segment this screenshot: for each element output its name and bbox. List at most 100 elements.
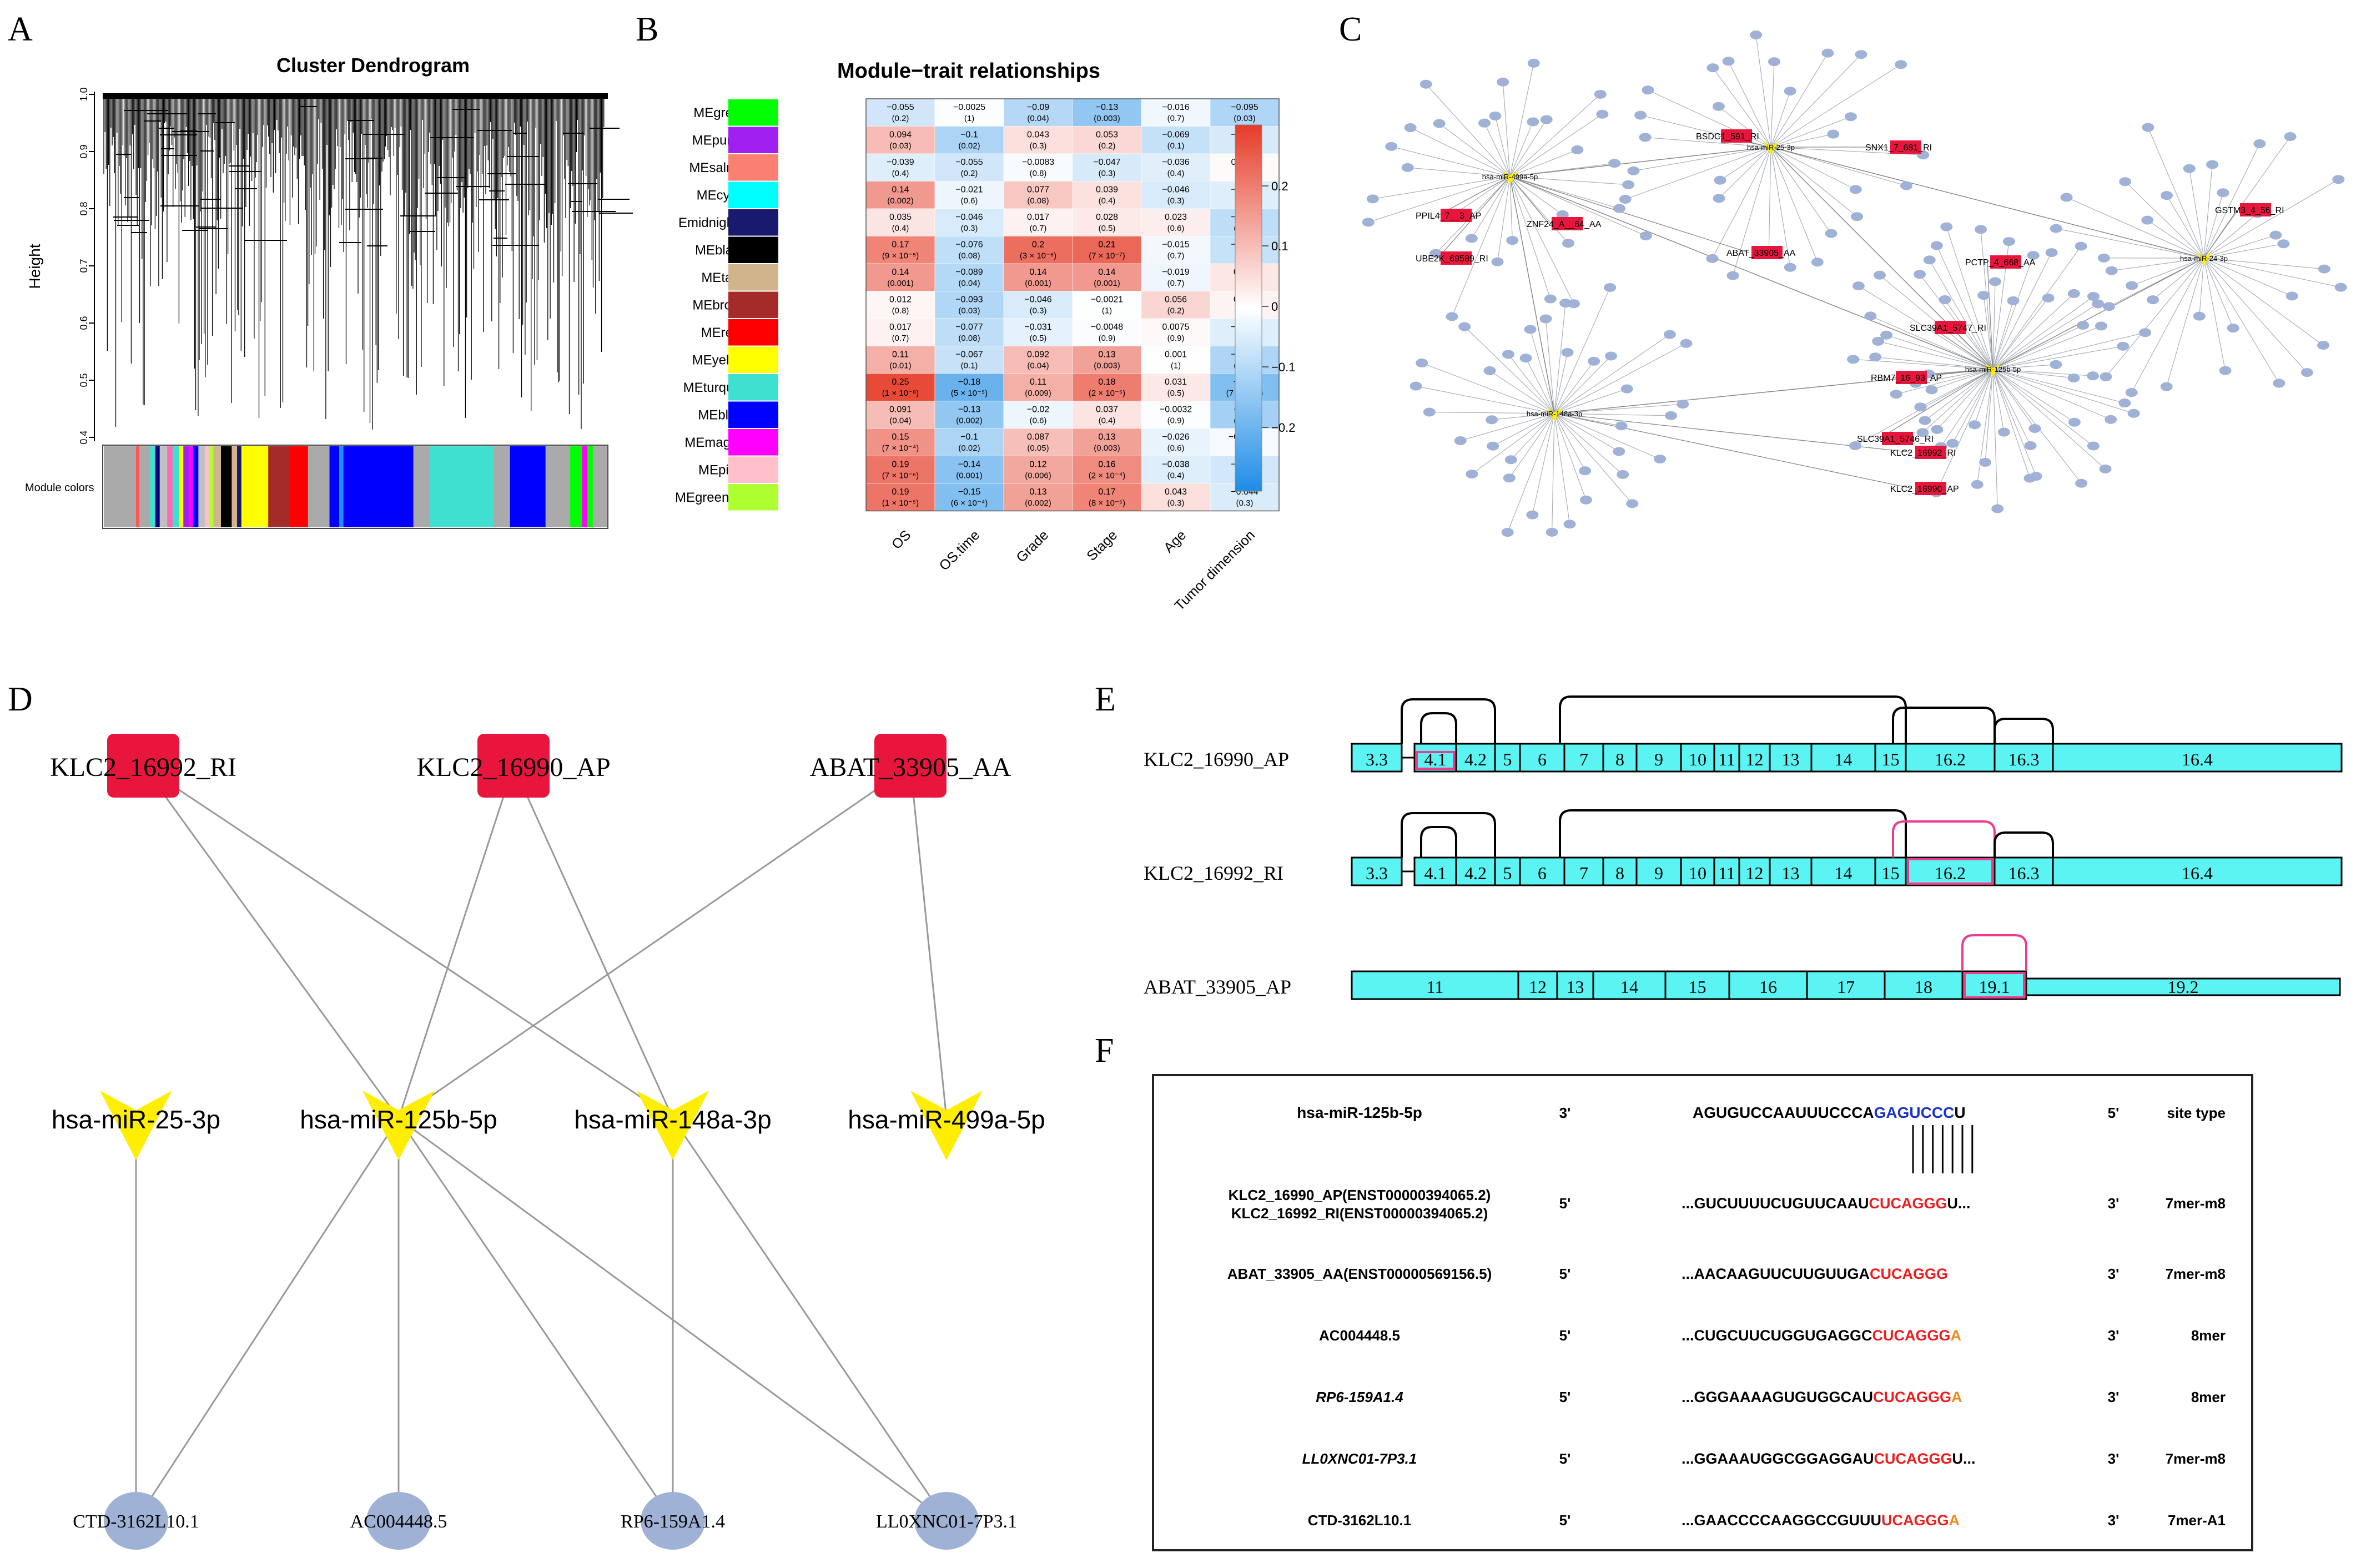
lncrna-node [1706,254,1719,263]
cell-correlation: 0.14 [1029,268,1046,277]
cell-correlation: 0.037 [1096,405,1118,415]
network-edge [1368,176,1511,223]
heatmap-cell [1141,401,1211,429]
legend-tick-label: 0.1 [1271,239,1288,253]
lncrna-node [2317,341,2329,350]
network-edge [2203,258,2324,346]
exon-box [1905,743,1996,773]
gene-node [1915,446,1946,459]
lncrna-node [1429,249,1442,258]
module-color-band [155,446,160,527]
cell-pvalue: (0.4) [1099,416,1116,426]
network-edge [1439,123,1511,177]
cell-pvalue: (0.02) [958,142,980,151]
network-edge [2131,258,2204,393]
module-color-band [582,446,588,527]
network-edge [1509,413,1555,478]
lncrna-node [1714,175,1726,185]
base-pair-lines [1912,1125,1974,1173]
module-swatch [728,346,778,373]
lncrna-node [1869,352,1882,362]
cell-correlation: −0.02 [1027,405,1050,415]
cell-pvalue: (0.4) [1167,169,1185,178]
network-edge [1992,369,2111,420]
cell-pvalue: (0.7) [892,334,909,343]
lncrna-node [2139,328,2152,337]
network-edge [1625,147,1771,200]
exon-box [1351,970,1519,1000]
lncrna-node [2092,299,2105,309]
cell-pvalue: (0.03) [958,306,980,316]
lncrna-node [2087,371,2100,381]
network-edge [1633,147,1771,172]
network-edge [2147,127,2204,259]
network-edge [1770,147,1791,268]
network-edge [1426,84,1511,177]
lncrna-node [1852,281,1865,291]
cell-pvalue: (0.7) [1167,114,1185,123]
lncrna-node [1851,212,1864,221]
lncrna-node [1519,354,1532,363]
module-color-bar [104,446,607,527]
cell-correlation: 0.13 [1098,432,1115,442]
heatmap-cell [934,263,1004,291]
mirna-node [1502,171,1518,184]
gene-edge [1437,176,1511,259]
cell-pvalue: (7 × 10⁻⁷) [1089,251,1125,261]
heatmap-cell [1141,346,1211,374]
lncrna-node [1491,257,1504,266]
module-color-band [150,446,156,527]
exon-label: 8 [1615,863,1624,883]
module-color-band [172,446,180,527]
cell-pvalue: (0.3) [961,224,978,233]
network-edge [1554,413,1570,525]
network-edge [2066,196,2204,259]
trait-label: Age [1161,527,1189,556]
exon-box [1455,743,1496,773]
lncrna-node [1855,50,1867,59]
cell-correlation: 0.15 [892,432,909,442]
gene-node [1990,255,2021,269]
network-edge [909,765,948,1119]
lncrna-node [1979,457,1992,467]
module-swatch [728,429,778,456]
lncrna-node [1821,48,1834,58]
mirna-seq: AGUGUCCAAUUUCCCA [1693,1104,1874,1121]
gene-node [1441,209,1472,222]
splice-arc [1559,695,1907,744]
cell-pvalue: (0.006) [1025,471,1051,481]
lncrna-node [1409,381,1422,391]
heatmap-cell [1003,346,1073,374]
lncrna-node [1642,85,1654,95]
network-edge [1946,226,1994,370]
site-type: 7mer-m8 [2166,1266,2226,1282]
network-edge [2111,258,2204,271]
lncrna-node [1506,236,1519,245]
network-edge [1494,115,1511,177]
cell-correlation: −0.0021 [1091,295,1123,305]
exon-label: 16.3 [2008,863,2040,883]
site-type: 7mer-m8 [2166,1450,2226,1467]
lncrna-node [1539,314,1552,324]
cell-pvalue: (1) [964,114,974,123]
exon-box [1713,856,1740,886]
lncrna-node [1940,222,1953,231]
cell-correlation: −0.026 [1162,432,1189,442]
cell-correlation: 0.043 [1027,130,1049,140]
end-5prime: 5' [1559,1195,1571,1212]
gene-label: PCTP_4_668_AA [1965,258,2036,268]
network-edge [1492,413,1555,420]
network-edge [2203,258,2226,371]
lncrna-node [1524,325,1537,334]
lncrna-node [2118,399,2131,408]
mirna-label: hsa-miR-125b-5p [300,1105,497,1134]
seq-seed-match: CUCAGGG [1870,1266,1948,1282]
network-edge [1992,252,2052,370]
cell-pvalue: (7 × 10⁻⁶) [882,471,919,481]
heatmap-cell [934,483,1004,511]
exon-label: 19.2 [2168,977,2199,997]
cell-correlation: 0.092 [1027,350,1049,360]
lncrna-node [1615,421,1628,431]
network-edge [1936,245,1994,370]
lncrna-node [1544,294,1557,304]
